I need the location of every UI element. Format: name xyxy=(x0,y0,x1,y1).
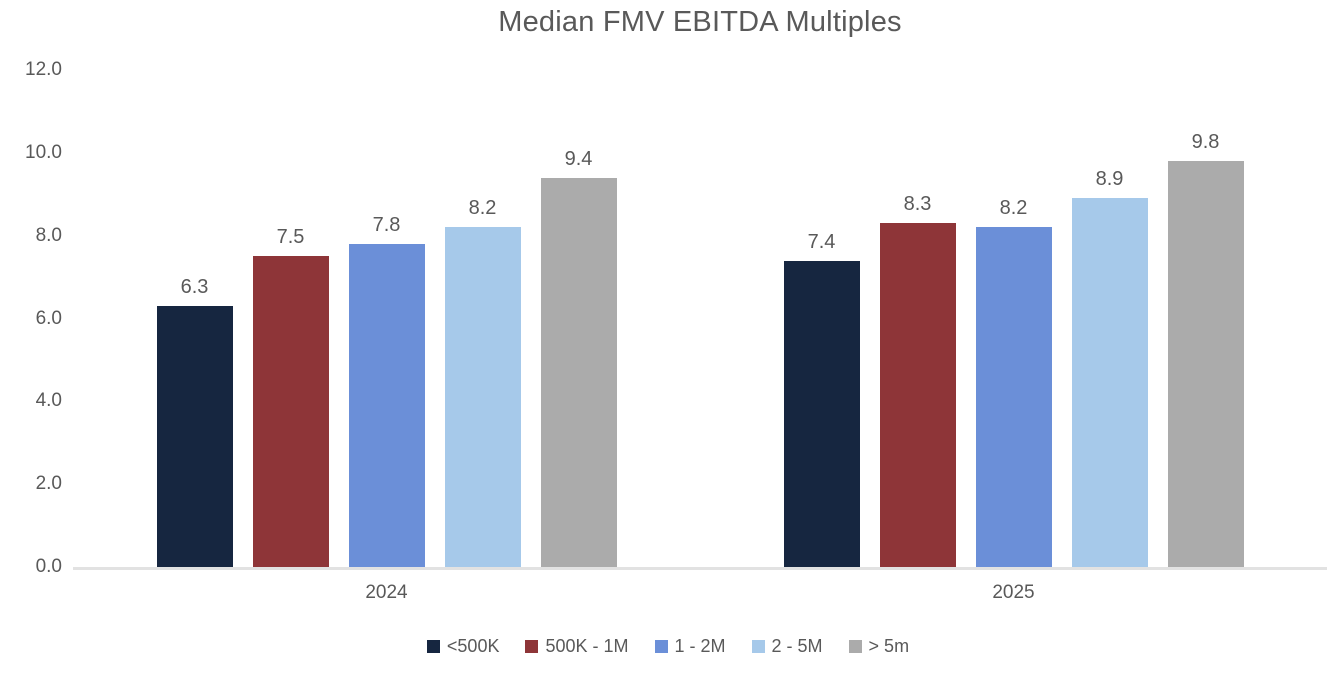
bar-value-label: 9.8 xyxy=(1191,131,1220,154)
x-category-label: 2025 xyxy=(992,582,1035,603)
bar-value-label: 7.5 xyxy=(276,226,305,249)
legend-label: > 5m xyxy=(868,636,910,656)
bar-value-label: 9.4 xyxy=(564,147,593,170)
bar-2024-> 5m: 9.4 xyxy=(540,70,617,567)
bar-value-label: 8.9 xyxy=(1095,168,1124,191)
y-tick-label: 8.0 xyxy=(35,224,62,246)
bar-2025-500K - 1M: 8.3 xyxy=(879,70,956,567)
legend-item: 1 - 2M xyxy=(654,636,726,657)
legend-swatch-icon xyxy=(751,640,765,653)
bar-rect xyxy=(1071,198,1148,567)
bar-2024-2 - 5M: 8.2 xyxy=(444,70,521,567)
legend-swatch-icon xyxy=(848,640,862,653)
bar-rect xyxy=(540,177,617,567)
legend-item: > 5m xyxy=(848,636,910,657)
bar-2025-<500K: 7.4 xyxy=(783,70,860,567)
legend-label: 2 - 5M xyxy=(771,636,823,656)
bar-value-label: 8.2 xyxy=(999,197,1028,220)
bar-2024-<500K: 6.3 xyxy=(156,70,233,567)
bar-rect xyxy=(783,260,860,567)
legend-label: 1 - 2M xyxy=(674,636,726,656)
y-tick-label: 12.0 xyxy=(25,59,62,80)
bar-rect xyxy=(156,306,233,567)
bar-rect xyxy=(879,223,956,567)
legend-item: 500K - 1M xyxy=(525,636,629,657)
legend: <500K 500K - 1M 1 - 2M 2 - 5M > 5m xyxy=(0,636,1336,657)
plot-area: 6.3 7.5 7.8 8.2 9.4 7.4 8.3 8.2 8.9 9.8 xyxy=(73,70,1327,570)
y-tick-label: 2.0 xyxy=(35,473,62,495)
bar-rect xyxy=(444,227,521,567)
chart-title: Median FMV EBITDA Multiples xyxy=(498,6,902,38)
legend-swatch-icon xyxy=(426,640,440,653)
y-tick-label: 10.0 xyxy=(25,141,62,163)
x-category-label: 2024 xyxy=(365,582,408,603)
legend-label: <500K xyxy=(446,636,500,656)
bar-2025-> 5m: 9.8 xyxy=(1167,70,1244,567)
bar-value-label: 7.4 xyxy=(807,230,836,253)
bar-2025-2 - 5M: 8.9 xyxy=(1071,70,1148,567)
bar-value-label: 8.3 xyxy=(903,193,932,216)
bar-2025-1 - 2M: 8.2 xyxy=(975,70,1052,567)
bar-value-label: 7.8 xyxy=(372,213,401,236)
legend-swatch-icon xyxy=(654,640,668,653)
bar-value-label: 8.2 xyxy=(468,197,497,220)
y-axis: 0.0 2.0 4.0 6.0 8.0 10.0 12.0 xyxy=(0,59,62,577)
x-axis: 2024 2025 xyxy=(73,582,1327,604)
bar-2024-500K - 1M: 7.5 xyxy=(252,70,329,567)
bar-group-2024: 6.3 7.5 7.8 8.2 9.4 xyxy=(73,70,700,567)
legend-item: 2 - 5M xyxy=(751,636,823,657)
bar-rect xyxy=(348,243,425,567)
y-tick-label: 0.0 xyxy=(35,556,62,577)
y-tick-label: 6.0 xyxy=(35,307,62,329)
bar-value-label: 6.3 xyxy=(180,276,209,299)
legend-item: <500K xyxy=(426,636,500,657)
legend-label: 500K - 1M xyxy=(545,636,629,656)
bar-rect xyxy=(1167,161,1244,567)
legend-swatch-icon xyxy=(525,640,539,653)
bar-rect xyxy=(975,227,1052,567)
bar-group-2025: 7.4 8.3 8.2 8.9 9.8 xyxy=(700,70,1327,567)
bar-rect xyxy=(252,256,329,567)
y-tick-label: 4.0 xyxy=(35,390,62,412)
bar-2024-1 - 2M: 7.8 xyxy=(348,70,425,567)
